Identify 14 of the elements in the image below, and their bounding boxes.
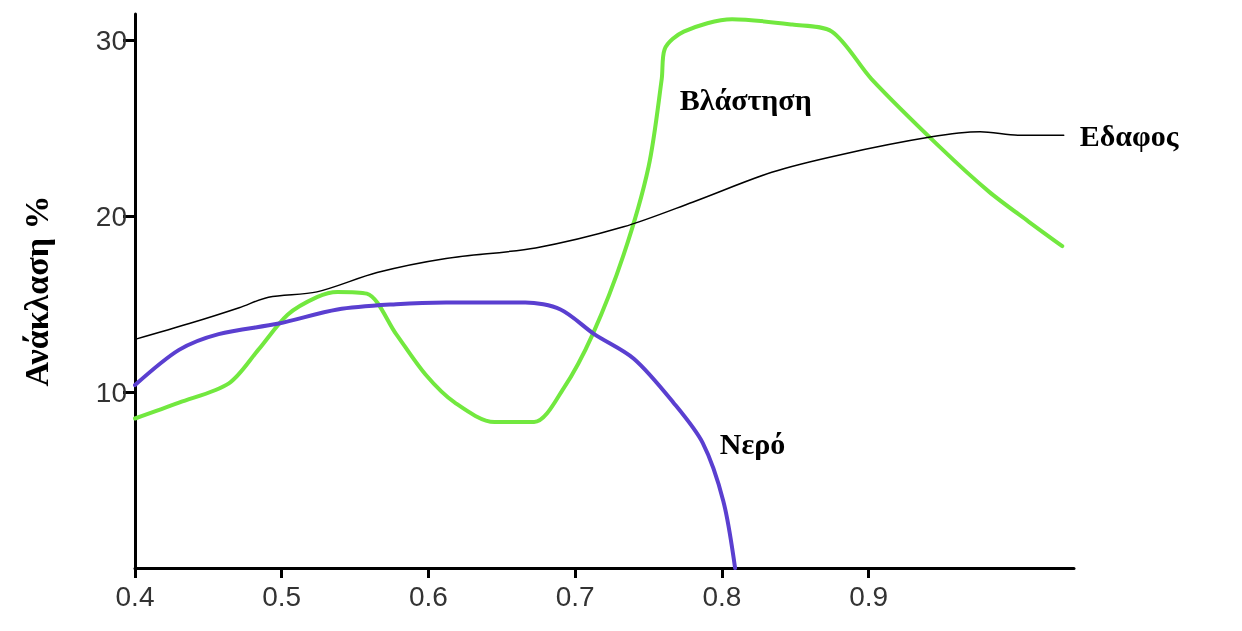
y-tick-label: 20 bbox=[95, 200, 127, 232]
y-tick-label: 30 bbox=[95, 24, 127, 56]
x-tick-label: 0.7 bbox=[555, 580, 595, 612]
x-tick-label: 0.6 bbox=[408, 580, 448, 612]
x-tick-label: 0.4 bbox=[115, 580, 155, 612]
series-label: Εδαφος bbox=[1079, 118, 1179, 152]
x-tick-label: 0.5 bbox=[262, 580, 302, 612]
y-tick-label: 10 bbox=[95, 376, 127, 408]
x-tick-label: 0.9 bbox=[849, 580, 889, 612]
x-tick-label: 0.8 bbox=[702, 580, 742, 612]
series-label: Νερό bbox=[719, 426, 786, 460]
series-label: Βλάστηση bbox=[679, 82, 812, 116]
line-series bbox=[133, 17, 1065, 425]
y-axis-title: Ανάκλαση % bbox=[17, 195, 55, 387]
